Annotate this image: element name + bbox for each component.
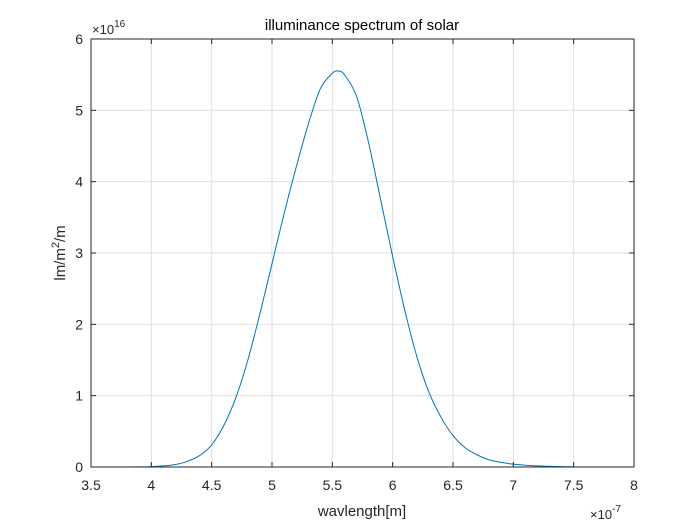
y-axis-label-tail: /m <box>52 225 69 242</box>
x-tick-label: 4.5 <box>202 477 222 493</box>
series-line <box>127 70 574 468</box>
y-tick-label: 1 <box>75 388 83 404</box>
series-layer <box>127 70 574 468</box>
x-exponent-base: ×10 <box>590 507 612 522</box>
x-axis-label: wavlength[m] <box>317 503 406 520</box>
y-axis-label-base: lm/m <box>52 248 69 281</box>
y-tick-label: 0 <box>75 459 83 475</box>
x-axis-ticks: 3.5 4 4.5 5 5.5 6 6.5 7 7.5 8 <box>81 39 638 493</box>
x-tick-label: 6.5 <box>443 477 463 493</box>
y-axis-label-superscript: 2 <box>50 242 62 248</box>
x-exponent-power: -7 <box>612 504 621 515</box>
y-exponent-power: 16 <box>114 19 126 30</box>
y-axis-ticks: 0 1 2 3 4 5 6 <box>75 31 634 475</box>
x-tick-label: 6 <box>389 477 397 493</box>
y-exponent: ×1016 <box>92 19 126 37</box>
y-axis-label: lm/m2/m <box>50 225 69 280</box>
x-tick-label: 4 <box>147 477 155 493</box>
y-tick-label: 2 <box>75 316 83 332</box>
y-tick-label: 3 <box>75 245 83 261</box>
chart-title: illuminance spectrum of solar <box>265 17 459 34</box>
x-tick-label: 5 <box>268 477 276 493</box>
y-tick-label: 4 <box>75 174 83 190</box>
x-tick-label: 3.5 <box>81 477 101 493</box>
x-exponent: ×10-7 <box>590 504 621 522</box>
y-tick-label: 6 <box>75 31 83 47</box>
y-tick-label: 5 <box>75 102 83 118</box>
y-exponent-base: ×10 <box>92 22 114 37</box>
x-tick-label: 8 <box>630 477 638 493</box>
x-tick-label: 5.5 <box>323 477 343 493</box>
x-tick-label: 7.5 <box>564 477 584 493</box>
x-tick-label: 7 <box>509 477 517 493</box>
